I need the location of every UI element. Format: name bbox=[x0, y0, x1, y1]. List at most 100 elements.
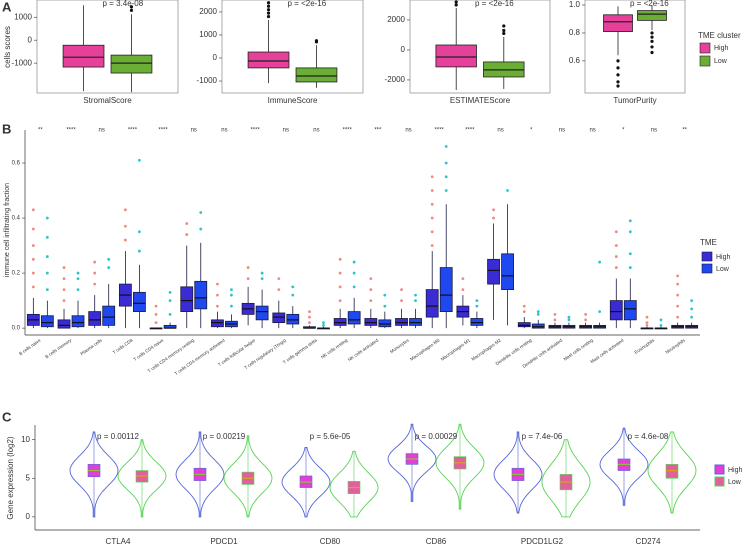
x-axis-label: StromalScore bbox=[83, 96, 132, 105]
legend-key bbox=[699, 55, 711, 67]
outlier bbox=[444, 189, 448, 192]
outlier bbox=[308, 310, 311, 314]
outlier bbox=[76, 271, 80, 275]
box bbox=[603, 14, 633, 32]
violin bbox=[387, 423, 437, 502]
y-tick-label: 0 bbox=[213, 53, 218, 62]
outlier bbox=[444, 161, 448, 165]
violin bbox=[435, 423, 485, 510]
significance-label: ** bbox=[38, 128, 43, 134]
box bbox=[637, 10, 667, 21]
outlier bbox=[168, 290, 172, 294]
outlier bbox=[137, 230, 141, 234]
outlier bbox=[322, 323, 325, 327]
significance-label: ns bbox=[313, 128, 319, 134]
panel-label: A bbox=[2, 0, 12, 14]
x-tick-label: CTLA4 bbox=[106, 537, 131, 546]
outlier bbox=[650, 39, 654, 43]
box bbox=[531, 323, 545, 329]
box bbox=[255, 305, 269, 321]
outlier bbox=[123, 238, 127, 242]
outlier bbox=[650, 45, 654, 49]
x-tick-label: PDCD1LG2 bbox=[521, 537, 564, 546]
box bbox=[62, 44, 105, 68]
outlier bbox=[414, 293, 417, 297]
outlier bbox=[676, 282, 680, 286]
legend-label: Low bbox=[714, 58, 728, 65]
outlier bbox=[536, 312, 540, 316]
outlier bbox=[266, 8, 271, 12]
box bbox=[333, 318, 347, 326]
significance-label: **** bbox=[158, 128, 168, 134]
outlier bbox=[536, 310, 540, 314]
box bbox=[395, 318, 408, 326]
outlier bbox=[659, 323, 663, 327]
outlier bbox=[502, 24, 506, 28]
outlier bbox=[277, 288, 281, 291]
x-tick-label: T cells gamma delta bbox=[282, 337, 318, 364]
box bbox=[439, 267, 453, 313]
outlier bbox=[45, 288, 49, 291]
y-tick-label: 0.0 bbox=[12, 326, 21, 332]
legend-title: TME cluster bbox=[698, 31, 741, 40]
outlier bbox=[314, 39, 319, 43]
box bbox=[88, 311, 102, 326]
legend-key bbox=[701, 263, 713, 274]
legend-label: High bbox=[728, 467, 743, 474]
outlier bbox=[45, 271, 49, 275]
outlier bbox=[107, 266, 111, 269]
outlier bbox=[246, 277, 250, 280]
outlier bbox=[400, 288, 403, 291]
annotation: p = 4.6e-08 bbox=[628, 432, 669, 441]
outlier bbox=[129, 5, 134, 9]
outlier bbox=[352, 285, 356, 289]
box bbox=[364, 318, 378, 326]
panel-label: C bbox=[2, 409, 12, 424]
significance-label: **** bbox=[128, 128, 138, 134]
outlier bbox=[567, 318, 571, 322]
y-tick-label: 0.6 bbox=[12, 161, 21, 167]
violin bbox=[329, 450, 379, 518]
outlier bbox=[93, 271, 97, 275]
outlier bbox=[338, 285, 342, 289]
box bbox=[102, 305, 116, 326]
box bbox=[247, 51, 290, 69]
y-tick-label: -1000 bbox=[197, 76, 218, 85]
outlier bbox=[62, 288, 66, 291]
violin bbox=[493, 431, 543, 514]
outlier bbox=[93, 282, 97, 286]
outlier bbox=[616, 80, 620, 84]
outlier bbox=[230, 304, 233, 308]
x-tick-label: CD80 bbox=[320, 537, 341, 546]
outlier bbox=[62, 266, 66, 269]
legend-title: TME bbox=[700, 238, 717, 247]
violin bbox=[175, 431, 225, 518]
outlier bbox=[444, 175, 448, 179]
x-tick-label: Neutrophils bbox=[664, 337, 686, 355]
outlier bbox=[522, 310, 526, 314]
box bbox=[487, 258, 500, 285]
violin bbox=[117, 439, 167, 518]
significance-label: ns bbox=[191, 128, 197, 134]
box bbox=[295, 67, 338, 83]
outlier bbox=[475, 304, 479, 308]
outlier bbox=[475, 299, 479, 303]
outlier bbox=[291, 293, 295, 297]
outlier bbox=[137, 249, 141, 253]
outlier bbox=[93, 260, 97, 264]
x-axis-label: ImmuneScore bbox=[268, 96, 318, 105]
x-tick-label: Plasma cells bbox=[79, 337, 103, 356]
facet-frame bbox=[584, 0, 686, 94]
box bbox=[501, 253, 514, 290]
outlier bbox=[369, 299, 373, 303]
legend-label: Low bbox=[716, 266, 730, 273]
outlier bbox=[31, 257, 35, 261]
annotation: p = 5.6e-05 bbox=[310, 432, 351, 441]
y-axis-label: Gene expression (log2) bbox=[6, 436, 15, 519]
outlier bbox=[369, 277, 373, 280]
significance-label: **** bbox=[435, 128, 445, 134]
outlier bbox=[154, 304, 158, 308]
significance-label: ns bbox=[497, 128, 503, 134]
outlier bbox=[266, 11, 271, 15]
